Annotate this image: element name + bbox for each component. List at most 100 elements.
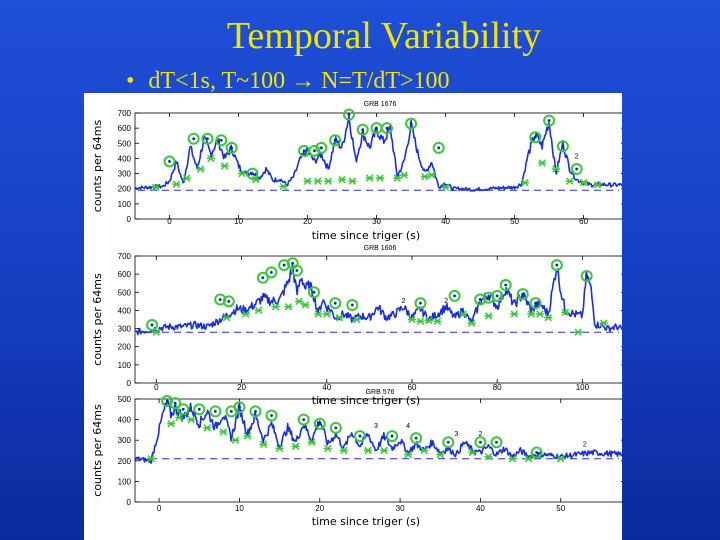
y-axis-label: counts per 64ms (91, 119, 104, 212)
peak-marker (529, 297, 542, 310)
valley-marker (365, 174, 374, 182)
y-tick-label: 100 (118, 477, 132, 486)
valley-marker (206, 154, 215, 163)
peak-marker (329, 297, 342, 310)
x-tick-label: 30 (396, 504, 405, 513)
x-tick-label: 20 (237, 383, 246, 392)
peak-marker (187, 132, 200, 145)
x-tick-label: 60 (579, 217, 588, 226)
peak-marker (491, 289, 504, 302)
valley-marker (313, 177, 322, 185)
y-tick-label: 100 (118, 200, 132, 209)
valley-marker (151, 183, 160, 191)
valley-marker (243, 432, 252, 440)
x-tick-label: 0 (167, 217, 172, 226)
valley-marker (147, 455, 156, 463)
x-tick-label: 50 (510, 217, 519, 226)
valley-marker (307, 438, 316, 446)
peak-marker (550, 259, 563, 272)
y-tick-label: 300 (118, 436, 132, 445)
peak-marker (201, 132, 214, 145)
peak-marker (161, 395, 174, 408)
x-axis-label: time since triger (s) (312, 394, 420, 407)
valley-marker (314, 310, 323, 318)
x-tick-label: 80 (493, 383, 502, 392)
valley-marker (303, 177, 312, 185)
valley-marker (556, 455, 565, 463)
peak-marker (177, 403, 190, 416)
peak-marker (474, 293, 487, 306)
valley-marker (538, 159, 547, 167)
y-tick-label: 0 (127, 215, 132, 224)
peak-annotation: 2 (583, 441, 587, 448)
valley-marker (574, 328, 583, 336)
valley-marker (436, 450, 445, 459)
peak-marker (169, 397, 182, 410)
peak-marker (214, 293, 227, 306)
valley-marker (404, 450, 413, 459)
valley-marker (203, 424, 212, 432)
valley-marker (376, 174, 384, 182)
valley-marker (275, 444, 284, 453)
peak-marker (265, 409, 278, 422)
peak-marker (278, 259, 291, 272)
peak-marker (356, 123, 369, 136)
y-tick-label: 400 (118, 154, 132, 163)
y-tick-label: 400 (118, 306, 132, 315)
peak-marker (432, 141, 445, 154)
panel-title: GRB 1606 (364, 245, 397, 252)
valley-marker (527, 310, 536, 318)
valley-marker (323, 444, 332, 453)
valley-marker (510, 310, 519, 318)
y-tick-label: 600 (118, 270, 132, 279)
valley-marker (599, 319, 608, 327)
peak-annotation: 4 (406, 423, 410, 430)
peak-marker (329, 421, 342, 434)
valley-marker (219, 428, 228, 436)
valley-marker (484, 452, 493, 461)
peak-marker (225, 141, 238, 154)
valley-marker (322, 310, 331, 318)
bullet-text: • dT<1s, T~100 → N=T/dT>100 (126, 66, 450, 96)
peak-annotation: 2 (575, 153, 579, 160)
panel-frame (134, 398, 622, 503)
peak-marker (315, 141, 328, 154)
peak-marker (222, 295, 235, 308)
peak-marker (490, 436, 503, 449)
valley-marker (593, 181, 602, 189)
valley-marker (237, 169, 246, 178)
valley-marker (565, 177, 574, 185)
valley-marker (484, 312, 493, 320)
y-tick-label: 100 (118, 361, 132, 370)
x-tick-label: 20 (303, 217, 312, 226)
peak-annotation: 2 (444, 298, 448, 305)
y-axis-label: counts per 64ms (91, 404, 104, 497)
valley-marker (551, 165, 560, 173)
valley-marker (416, 317, 425, 326)
peak-marker (529, 131, 542, 144)
valley-marker (259, 440, 268, 449)
peak-marker (313, 417, 326, 430)
x-tick-label: 10 (234, 217, 243, 226)
panel-frame (134, 112, 622, 220)
peak-marker (256, 271, 269, 284)
panel-title: GRB 1676 (364, 101, 397, 108)
y-tick-label: 500 (118, 395, 132, 404)
peak-marker (543, 114, 556, 127)
panel-2: 0 100 200 300 400 500 600 700 0 20 40 60 80 100 GRB 16… (91, 245, 622, 407)
valley-marker (425, 316, 433, 325)
valley-marker (301, 301, 310, 309)
peak-marker (474, 436, 487, 449)
x-tick-label: 20 (315, 504, 324, 513)
peak-marker (386, 430, 399, 443)
peak-marker (570, 163, 583, 176)
valley-marker (400, 171, 409, 179)
valley-marker (420, 172, 429, 181)
peak-marker (146, 318, 159, 331)
y-tick-label: 400 (118, 416, 132, 425)
valley-marker (561, 308, 570, 316)
y-tick-label: 600 (118, 124, 132, 133)
valley-marker (182, 174, 191, 182)
valley-marker (380, 446, 389, 455)
